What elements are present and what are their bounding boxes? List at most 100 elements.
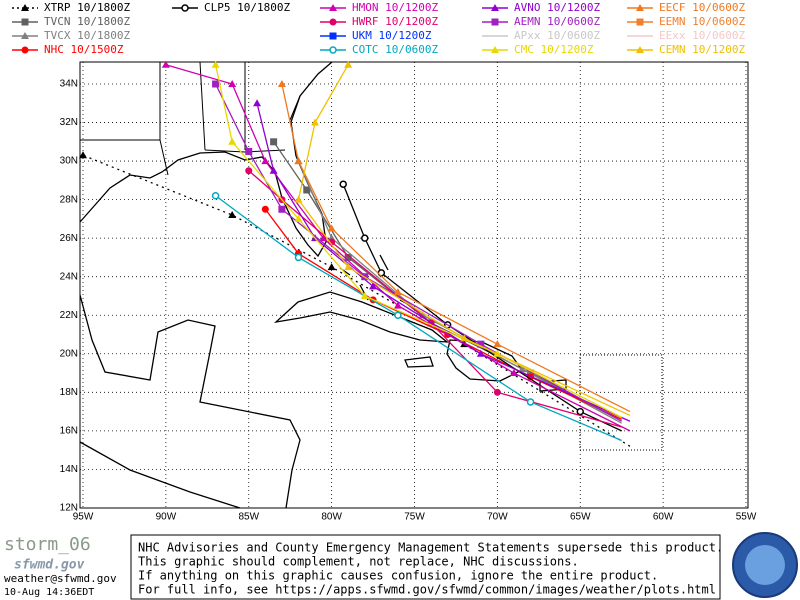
- email: weather@sfwmd.gov: [4, 572, 117, 585]
- marker: [339, 180, 347, 188]
- marker: [253, 99, 262, 107]
- lat-label: 24N: [60, 271, 78, 282]
- notice-line: If anything on this graphic causes confu…: [138, 569, 658, 583]
- central-america: [79, 294, 301, 509]
- legend-label: UKM 10/1200Z: [352, 29, 432, 42]
- marker: [319, 234, 328, 242]
- marker: [344, 263, 353, 271]
- footer: storm_06 sfwmd.gov weather@sfwmd.gov 10-…: [4, 532, 798, 600]
- lon-label: 85W: [238, 512, 259, 523]
- marker: [476, 349, 485, 357]
- marker: [161, 60, 170, 68]
- brand: storm_06: [4, 534, 91, 555]
- bahamas: [339, 254, 441, 325]
- lon-label: 55W: [736, 512, 757, 523]
- marker: [491, 46, 499, 53]
- marker: [294, 253, 303, 262]
- legend-label: EEMN 10/0600Z: [659, 15, 745, 28]
- legend-label: XTRP 10/1800Z: [44, 1, 130, 14]
- marker: [329, 32, 337, 40]
- legend-label: CLP5 10/1800Z: [204, 1, 290, 14]
- marker: [245, 147, 253, 155]
- marker: [228, 137, 237, 145]
- marker: [181, 4, 189, 12]
- marker: [360, 291, 369, 299]
- marker: [393, 301, 402, 309]
- us-coast: [79, 61, 333, 258]
- state-borders: [80, 61, 301, 176]
- notice-line: This graphic should complement, not repl…: [138, 555, 579, 569]
- timestamp: 10-Aug 14:36EDT: [4, 587, 94, 598]
- marker: [311, 118, 320, 126]
- marker: [493, 388, 501, 396]
- lon-label: 70W: [487, 512, 508, 523]
- legend-label: CMC 10/1200Z: [514, 43, 594, 56]
- lat-label: 16N: [60, 426, 78, 437]
- marker: [636, 46, 644, 53]
- marker: [393, 288, 402, 296]
- lat-label: 28N: [60, 194, 78, 205]
- lat-label: 22N: [60, 310, 78, 321]
- logo-inner: [745, 545, 785, 585]
- legend-label: HWRF 10/1200Z: [352, 15, 438, 28]
- lat-label: 30N: [60, 156, 78, 167]
- marker: [491, 4, 499, 11]
- marker: [269, 166, 278, 174]
- marker: [329, 18, 337, 26]
- marker: [261, 205, 269, 213]
- lon-label: 90W: [156, 512, 177, 523]
- marker: [21, 46, 29, 54]
- marker: [245, 167, 253, 175]
- track: [273, 141, 622, 422]
- marker: [228, 211, 237, 219]
- marker: [329, 4, 337, 11]
- marker: [509, 369, 518, 377]
- track: [214, 64, 622, 418]
- legend-label: AVNO 10/1200Z: [514, 1, 600, 14]
- lat-label: 26N: [60, 233, 78, 244]
- track: [281, 83, 631, 413]
- lon-label: 60W: [653, 512, 674, 523]
- track: [264, 208, 622, 420]
- marker: [477, 340, 485, 348]
- jamaica: [404, 356, 434, 368]
- marker: [270, 138, 278, 146]
- legend-label: TVCN 10/1800Z: [44, 15, 130, 28]
- marker: [526, 398, 535, 406]
- marker: [228, 80, 237, 87]
- legend-label: EECF 10/0600Z: [659, 1, 745, 14]
- marker: [21, 18, 29, 26]
- legend-label: NHC 10/1500Z: [44, 43, 124, 56]
- lat-label: 20N: [60, 348, 78, 359]
- model-tracks: [79, 60, 631, 447]
- marker: [636, 18, 644, 26]
- marker: [576, 407, 584, 416]
- marker: [21, 4, 29, 11]
- lat-label: 34N: [60, 79, 78, 90]
- legend-label: AEMN 10/0600Z: [514, 15, 600, 28]
- legend-label: COTC 10/0600Z: [352, 43, 438, 56]
- marker: [278, 205, 286, 213]
- notice: NHC Advisories and County Emergency Mana…: [138, 541, 723, 597]
- marker: [460, 334, 469, 342]
- marker: [344, 60, 353, 68]
- lat-label: 32N: [60, 117, 78, 128]
- legend-label: HMON 10/1200Z: [352, 1, 438, 14]
- lat-label: 18N: [60, 387, 78, 398]
- marker: [344, 253, 352, 261]
- legend-label: TVCX 10/1800Z: [44, 29, 130, 42]
- marker: [394, 311, 402, 319]
- lon-label: 65W: [570, 512, 591, 523]
- marker: [493, 340, 502, 348]
- track: [342, 183, 622, 432]
- marker: [329, 46, 337, 54]
- marker: [277, 80, 286, 87]
- legend-label: CEMN 10/1200Z: [659, 43, 745, 56]
- site: sfwmd.gov: [14, 558, 85, 573]
- coastlines: [79, 61, 663, 509]
- notice-line: NHC Advisories and County Emergency Mana…: [138, 541, 723, 555]
- notice-line: For full info, see https://apps.sfwmd.go…: [138, 583, 716, 597]
